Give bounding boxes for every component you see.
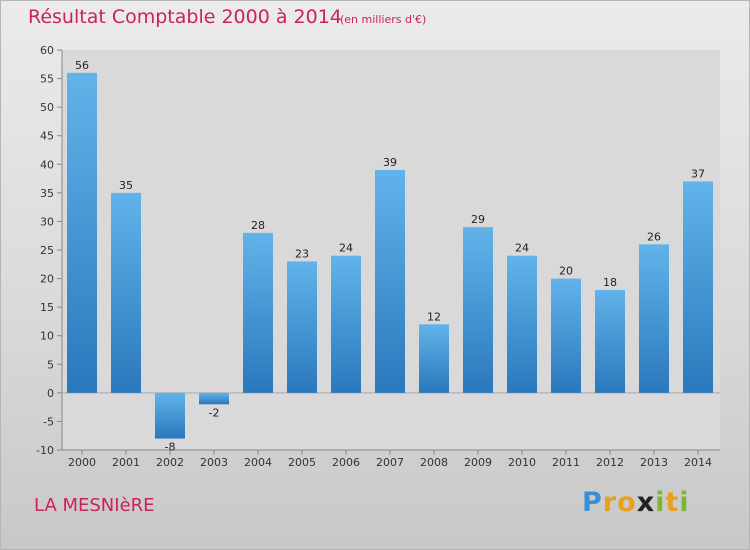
data-label: 26 [647,230,661,243]
data-label: 28 [251,219,265,232]
y-tick-label: 10 [40,330,54,343]
y-tick-label: -10 [36,444,54,457]
data-label: 23 [295,247,309,260]
x-tick-label: 2002 [156,456,184,469]
bar [67,72,97,393]
y-tick-label: 0 [47,387,54,400]
y-tick-label: 20 [40,273,54,286]
y-tick-label: 45 [40,130,54,143]
bar [287,261,317,393]
bar [375,170,405,393]
bar [155,392,185,439]
bar [463,227,493,393]
commune-name: LA MESNIèRE [34,495,155,516]
y-tick-label: -5 [43,415,54,428]
y-tick-label: 15 [40,301,54,314]
x-tick-label: 2010 [508,456,536,469]
y-tick-label: 60 [40,44,54,57]
bar [639,244,669,393]
data-label: 24 [339,242,353,255]
data-label: 39 [383,156,397,169]
bar [419,324,449,393]
data-label: 56 [75,59,89,72]
bar [551,278,581,393]
logo-letter: i [679,487,690,518]
y-tick-label: 55 [40,73,54,86]
logo-letter: t [665,487,680,518]
bar [111,192,141,393]
data-label: 12 [427,310,441,323]
bar [683,181,713,393]
bar [595,290,625,393]
chart-subtitle: (en milliers d'€) [340,13,427,26]
x-tick-label: 2004 [244,456,272,469]
x-tick-label: 2009 [464,456,492,469]
data-label: 20 [559,265,573,278]
proxiti-logo[interactable]: Proxiti [582,487,690,518]
x-tick-label: 2006 [332,456,360,469]
y-tick-label: 35 [40,187,54,200]
logo-letter: x [636,487,656,518]
chart-title: Résultat Comptable 2000 à 2014 [28,6,342,28]
y-tick-label: 5 [47,358,54,371]
bar [243,232,273,393]
logo-letter: i [655,487,666,518]
logo-letter: o [617,487,637,518]
x-tick-label: 2007 [376,456,404,469]
y-tick-label: 40 [40,158,54,171]
data-label: -2 [209,406,220,419]
x-tick-label: 2005 [288,456,316,469]
x-tick-label: 2012 [596,456,624,469]
data-label: -8 [165,441,176,454]
data-label: 35 [119,179,133,192]
bar [331,255,361,393]
x-tick-label: 2014 [684,456,712,469]
y-tick-label: 50 [40,101,54,114]
x-tick-label: 2003 [200,456,228,469]
y-tick-label: 30 [40,215,54,228]
data-label: 37 [691,167,705,180]
data-label: 24 [515,242,529,255]
x-tick-label: 2001 [112,456,140,469]
bar [507,255,537,393]
x-tick-label: 2011 [552,456,580,469]
logo-letter: r [602,487,618,518]
logo-letter: P [582,487,603,518]
bar [199,392,229,405]
data-label: 18 [603,276,617,289]
data-label: 29 [471,213,485,226]
x-tick-label: 2000 [68,456,96,469]
x-tick-label: 2013 [640,456,668,469]
y-tick-label: 25 [40,244,54,257]
x-tick-label: 2008 [420,456,448,469]
